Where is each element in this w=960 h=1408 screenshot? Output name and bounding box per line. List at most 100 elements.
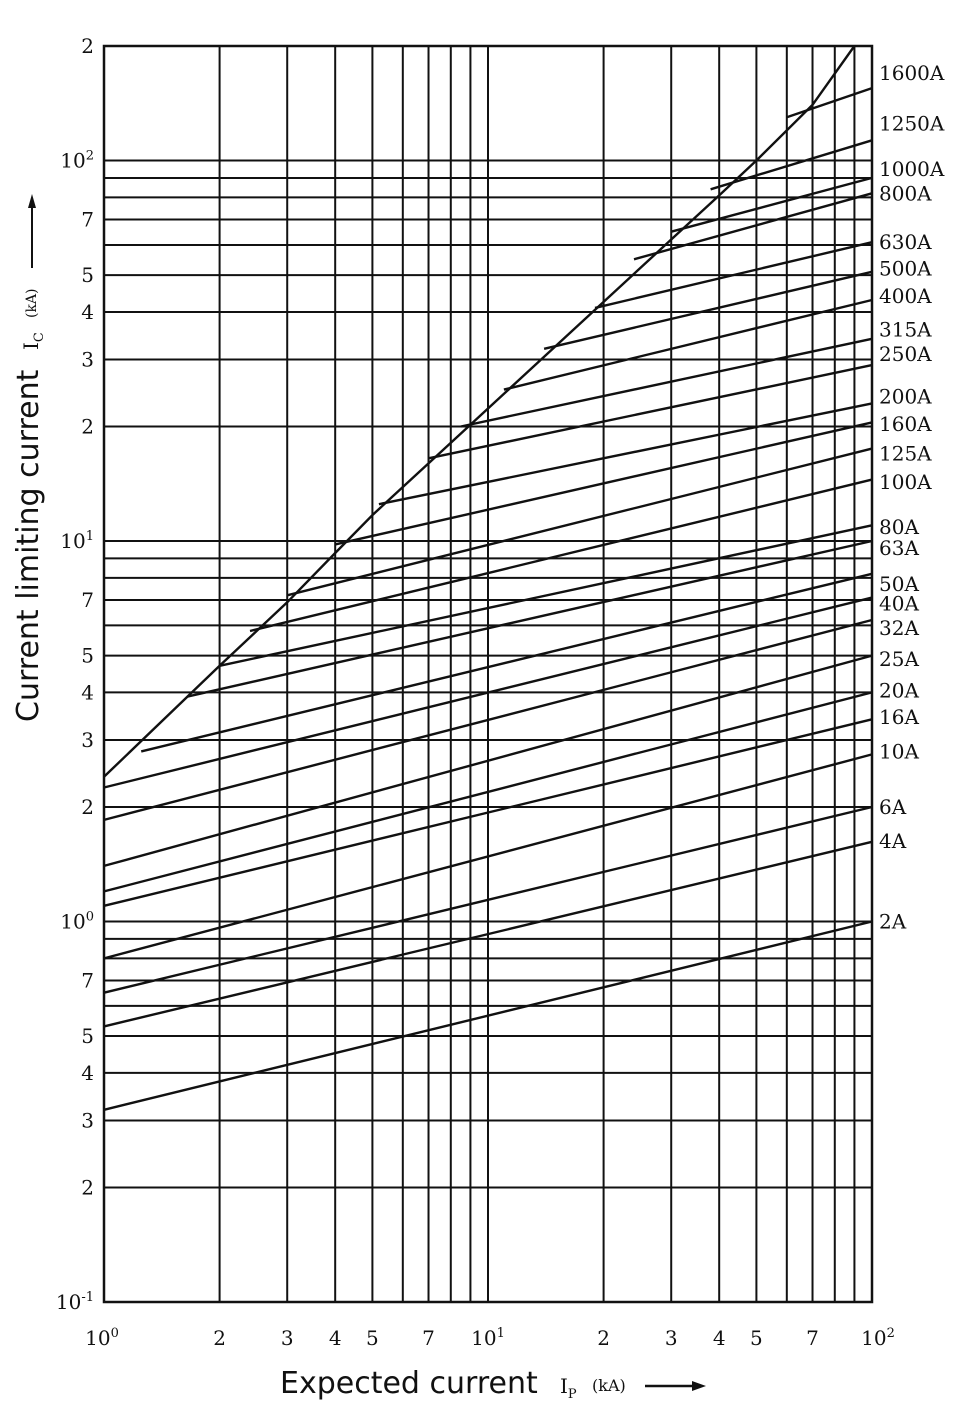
- envelope-curve: [103, 45, 856, 778]
- x-tick-label: 102: [861, 1326, 895, 1350]
- series-label-125a: 125A: [879, 441, 932, 465]
- series-line-2a: [103, 920, 873, 1111]
- series-label-160a: 160A: [879, 412, 932, 436]
- y-tick-label: 3: [81, 347, 94, 371]
- series-line-63a: [187, 539, 873, 698]
- y-tick-label: 7: [81, 207, 94, 231]
- x-tick-label: 5: [750, 1326, 763, 1350]
- y-tick-label: 5: [81, 1024, 94, 1048]
- series-line-200a: [378, 402, 873, 506]
- x-axis-title: Expected current: [280, 1366, 538, 1401]
- series-label-1000a: 1000A: [879, 157, 945, 181]
- y-axis-unit: (kA): [24, 288, 40, 318]
- x-axis-symbol-sub: P: [568, 1387, 577, 1402]
- plot-border: [102, 44, 874, 1304]
- x-tick-label: 7: [422, 1326, 435, 1350]
- y-tick-label: 7: [81, 968, 94, 992]
- series-line-1250a: [710, 139, 873, 191]
- x-tick-label: 2: [597, 1326, 610, 1350]
- series-label-630a: 630A: [879, 230, 932, 254]
- series-label-6a: 6A: [879, 795, 907, 819]
- y-axis-title-group: Current limiting current IC (kA): [11, 194, 47, 722]
- series-line-315a: [460, 337, 873, 428]
- x-tick-label: 2: [213, 1326, 226, 1350]
- y-tick-label: 4: [81, 1061, 94, 1085]
- series-label-500a: 500A: [879, 257, 932, 281]
- series-label-800a: 800A: [879, 181, 932, 205]
- y-tick-label: 10-1: [56, 1290, 94, 1314]
- series-label-16a: 16A: [879, 705, 919, 729]
- x-axis-unit: (kA): [592, 1376, 626, 1395]
- y-tick-label: 7: [81, 588, 94, 612]
- series-line-20a: [103, 691, 873, 893]
- series-line-1000a: [670, 176, 873, 233]
- plot-frame: [102, 44, 874, 1304]
- series-label-20a: 20A: [879, 678, 919, 702]
- series-label-250a: 250A: [879, 342, 932, 366]
- y-axis-symbol-letter: I: [19, 342, 43, 350]
- series-label-4a: 4A: [879, 829, 907, 853]
- series-label-200a: 200A: [879, 384, 932, 408]
- series-line-40a: [103, 596, 873, 789]
- y-tick-label: 4: [81, 680, 94, 704]
- y-tick-label: 102: [60, 149, 94, 173]
- series-line-800a: [633, 192, 873, 261]
- series-line-100a: [249, 478, 873, 633]
- series-label-400a: 400A: [879, 284, 932, 308]
- series-label-2a: 2A: [879, 910, 907, 934]
- series-line-32a: [103, 618, 873, 822]
- x-tick-label: 100: [85, 1326, 119, 1350]
- series-label-1250a: 1250A: [879, 112, 945, 136]
- y-axis-arrow-head: [28, 194, 36, 208]
- series-label-32a: 32A: [879, 616, 919, 640]
- series-label-80a: 80A: [879, 515, 919, 539]
- series-lines: [103, 86, 873, 1111]
- y-tick-label: 2: [81, 1175, 94, 1199]
- series-line-25a: [103, 654, 873, 868]
- series-line-630a: [594, 241, 873, 310]
- series-line-4a: [103, 840, 873, 1028]
- series-label-100a: 100A: [879, 470, 932, 494]
- x-tick-label: 3: [281, 1326, 294, 1350]
- x-axis-title-group: Expected current IP (kA): [280, 1366, 706, 1402]
- series-label-10a: 10A: [879, 739, 919, 763]
- series-line-160a: [334, 421, 873, 546]
- grid: [103, 45, 873, 1303]
- series-line-6a: [103, 805, 873, 994]
- series-line-125a: [286, 447, 873, 597]
- x-tick-labels: 100 2 3 4 5 7 101 2 3 4 5 7 102: [85, 1326, 895, 1350]
- x-tick-label: 101: [471, 1326, 505, 1350]
- series-line-400a: [503, 298, 873, 391]
- y-tick-label: 5: [81, 263, 94, 287]
- y-tick-label: 100: [60, 910, 94, 934]
- y-tick-label: 101: [60, 529, 94, 553]
- y-tick-label: 2: [81, 414, 94, 438]
- x-tick-label: 4: [713, 1326, 726, 1350]
- x-tick-label: 3: [665, 1326, 678, 1350]
- x-tick-label: 4: [329, 1326, 342, 1350]
- y-tick-label: 2: [81, 34, 94, 58]
- x-axis-symbol: IP: [560, 1374, 577, 1402]
- series-label-25a: 25A: [879, 647, 919, 671]
- y-axis-symbol-sub: C: [32, 332, 47, 342]
- series-line-500a: [543, 270, 873, 350]
- series-line-250a: [428, 363, 873, 460]
- y-tick-label: 2: [81, 795, 94, 819]
- y-axis-title: Current limiting current: [11, 369, 46, 722]
- series-line-50a: [140, 572, 873, 753]
- series-label-315a: 315A: [879, 317, 932, 341]
- y-axis-symbol: IC: [19, 332, 47, 350]
- y-tick-labels: 10-1 2 3 4 5 7 100 2 3 4 5 7 101 2 3 4 5 7 102 2: [56, 34, 94, 1314]
- series-label-1600a: 1600A: [879, 61, 945, 85]
- x-axis-arrow-head: [692, 1381, 706, 1391]
- x-axis-symbol-letter: I: [560, 1374, 568, 1398]
- series-label-40a: 40A: [879, 592, 919, 616]
- series-line-16a: [103, 718, 873, 907]
- x-tick-label: 5: [366, 1326, 379, 1350]
- series-line-1600a: [786, 86, 873, 119]
- envelope-line: [103, 45, 856, 778]
- series-line-80a: [219, 524, 873, 667]
- series-label-50a: 50A: [879, 572, 919, 596]
